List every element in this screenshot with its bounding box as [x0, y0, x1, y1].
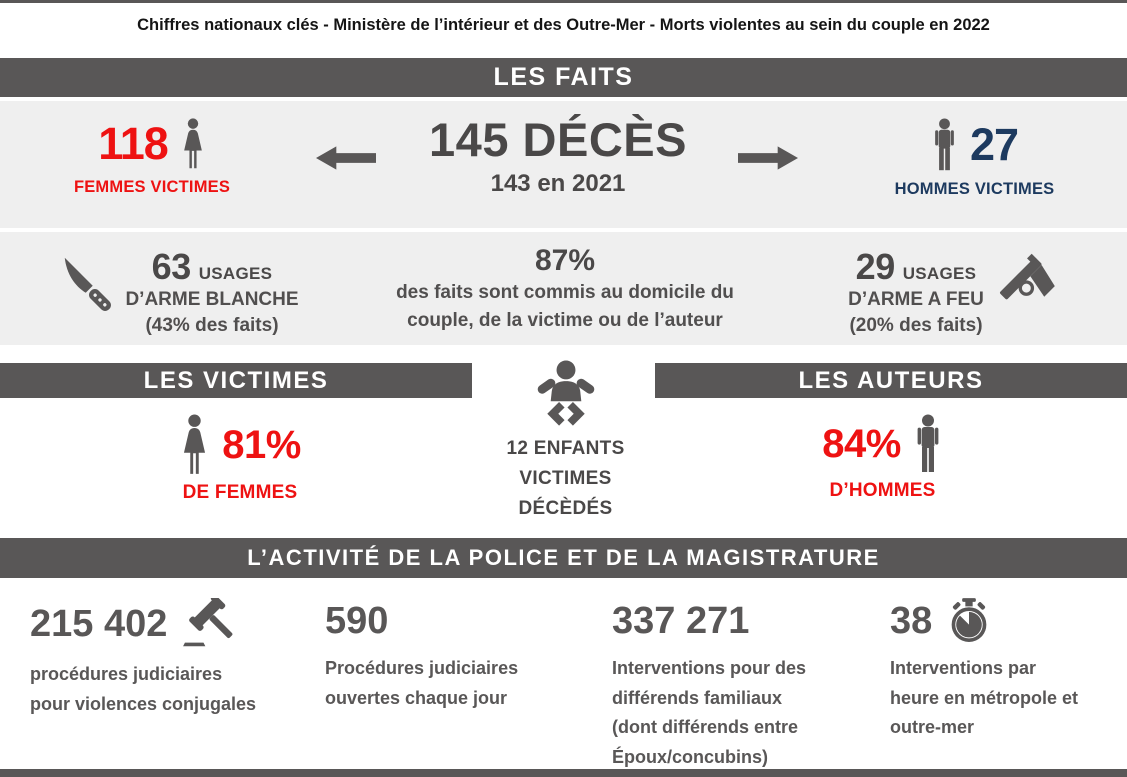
procedures-total-desc: procédures judiciaires pour violences co… — [30, 660, 315, 719]
banner-les-faits-label: LES FAITS — [493, 63, 634, 91]
stat-femmes-victimes: 118 FEMMES VICTIMES — [52, 118, 252, 197]
hommes-victimes-value: 27 — [969, 119, 1019, 170]
procedures-total-value: 215 402 — [30, 603, 168, 645]
procedures-jour-value: 590 — [325, 600, 389, 642]
hommes-victimes-label: HOMMES VICTIMES — [894, 180, 1055, 198]
interventions-heure-desc: Interventions par heure en métropole et … — [890, 654, 1125, 743]
stat-arme-blanche: 63 USAGES D’ARME BLANCHE (43% des faits) — [112, 247, 312, 339]
stat-victimes-femmes: 81% DE FEMMES — [150, 414, 330, 504]
stopwatch-icon — [948, 598, 990, 644]
procedures-jour-line1: Procédures judiciaires — [325, 658, 519, 678]
interventions-total-desc: Interventions pour des différends famili… — [612, 654, 877, 772]
interventions-heure-value: 38 — [890, 600, 933, 642]
domicile-value: 87% — [534, 244, 596, 277]
victimes-femmes-value: 81% — [222, 422, 301, 467]
arme-feu-line2: D’ARME A FEU — [848, 289, 984, 310]
stat-auteurs-hommes: 84% D’HOMMES — [790, 414, 975, 502]
interventions-heure-row: 38 — [890, 598, 1125, 644]
interventions-total-line1: Interventions pour des — [612, 658, 807, 678]
stat-interventions-total: 337 271 Interventions pour des différend… — [612, 598, 877, 772]
arme-feu-unit: USAGES — [902, 264, 977, 283]
interventions-total-value: 337 271 — [612, 600, 750, 642]
stat-arme-feu: 29 USAGES D’ARME A FEU (20% des faits) — [826, 247, 1006, 339]
interventions-total-row: 337 271 — [612, 598, 877, 644]
procedures-jour-row: 590 — [325, 598, 590, 644]
arrow-right-icon — [738, 144, 798, 172]
top-divider — [0, 0, 1127, 3]
enfants-line3: DÉCÈDÉS — [518, 498, 613, 519]
femmes-victimes-value: 118 — [98, 118, 169, 169]
gavel-icon — [183, 598, 237, 650]
stat-procedures-jour: 590 Procédures judiciaires ouvertes chaq… — [325, 598, 590, 713]
stat-interventions-heure: 38 Interventions par heure en métropole … — [890, 598, 1125, 743]
gun-icon — [998, 250, 1064, 316]
arme-blanche-line2: D’ARME BLANCHE — [125, 289, 299, 310]
arme-blanche-value: 63 — [151, 246, 192, 287]
arme-feu-value-row: 29 USAGES — [826, 247, 1006, 287]
banner-activite-police-label: L’ACTIVITÉ DE LA POLICE ET DE LA MAGISTR… — [247, 545, 880, 570]
domicile-line2: des faits sont commis au domicile du — [396, 282, 734, 303]
arme-feu-value: 29 — [855, 246, 896, 287]
page-title: Chiffres nationaux clés - Ministère de l… — [137, 16, 990, 34]
woman-icon — [179, 414, 210, 476]
arme-feu-line3: (20% des faits) — [849, 315, 983, 336]
interventions-heure-line2: heure en métropole et — [890, 687, 1079, 708]
deces-value: 145 DÉCÈS — [429, 113, 687, 166]
deces-total: 145 DÉCÈS 143 en 2021 — [368, 112, 748, 198]
knife-icon — [48, 248, 124, 324]
banner-les-auteurs-label: LES AUTEURS — [798, 366, 984, 394]
victimes-row: 81% — [150, 414, 330, 476]
man-icon — [931, 118, 958, 172]
arme-blanche-unit: USAGES — [198, 264, 273, 283]
domicile-line3: couple, de la victime ou de l’auteur — [407, 309, 723, 331]
deces-previous-year: 143 en 2021 — [490, 170, 626, 197]
arme-blanche-value-row: 63 USAGES — [112, 247, 312, 287]
interventions-total-line3: (dont différends entre — [612, 717, 799, 737]
stat-enfants: 12 ENFANTS VICTIMES DÉCÈDÉS — [478, 434, 653, 524]
banner-activite-police: L’ACTIVITÉ DE LA POLICE ET DE LA MAGISTR… — [0, 538, 1127, 578]
arrow-left-icon — [316, 144, 376, 172]
auteurs-hommes-label: D’HOMMES — [829, 480, 936, 501]
stat-domicile: 87% des faits sont commis au domicile du… — [375, 243, 755, 334]
interventions-heure-line1: Interventions par — [890, 658, 1037, 678]
procedures-total-line1: procédures judiciaires — [30, 664, 223, 684]
stat-hommes-row: 27 — [872, 118, 1077, 172]
banner-les-faits: LES FAITS — [0, 58, 1127, 97]
procedures-total-row: 215 402 — [30, 598, 315, 650]
section-armes — [0, 232, 1127, 345]
baby-icon — [534, 360, 598, 430]
interventions-total-line4: Époux/concubins) — [612, 746, 769, 767]
procedures-jour-desc: Procédures judiciaires ouvertes chaque j… — [325, 654, 590, 713]
femmes-victimes-label: FEMMES VICTIMES — [73, 178, 231, 196]
auteurs-hommes-value: 84% — [822, 421, 901, 466]
woman-icon — [180, 118, 206, 170]
arme-blanche-line3: (43% des faits) — [145, 315, 279, 336]
man-icon — [913, 414, 943, 474]
interventions-heure-line3: outre-mer — [890, 717, 975, 737]
stat-hommes-victimes: 27 HOMMES VICTIMES — [872, 118, 1077, 199]
bottom-divider — [0, 769, 1127, 777]
stat-procedures-total: 215 402 procédures judiciaires pour viol… — [30, 598, 315, 719]
stat-femmes-row: 118 — [52, 118, 252, 170]
banner-les-victimes-label: LES VICTIMES — [143, 366, 329, 394]
interventions-total-line2: différends familiaux — [612, 687, 783, 708]
victimes-femmes-label: DE FEMMES — [182, 482, 298, 503]
enfants-line2: VICTIMES — [519, 468, 612, 489]
enfants-line1: 12 ENFANTS — [506, 438, 625, 459]
banner-les-victimes: LES VICTIMES — [0, 363, 472, 398]
auteurs-row: 84% — [790, 414, 975, 474]
procedures-total-line2: pour violences conjugales — [30, 693, 257, 714]
procedures-jour-line2: ouvertes chaque jour — [325, 687, 508, 708]
banner-les-auteurs: LES AUTEURS — [655, 363, 1127, 398]
